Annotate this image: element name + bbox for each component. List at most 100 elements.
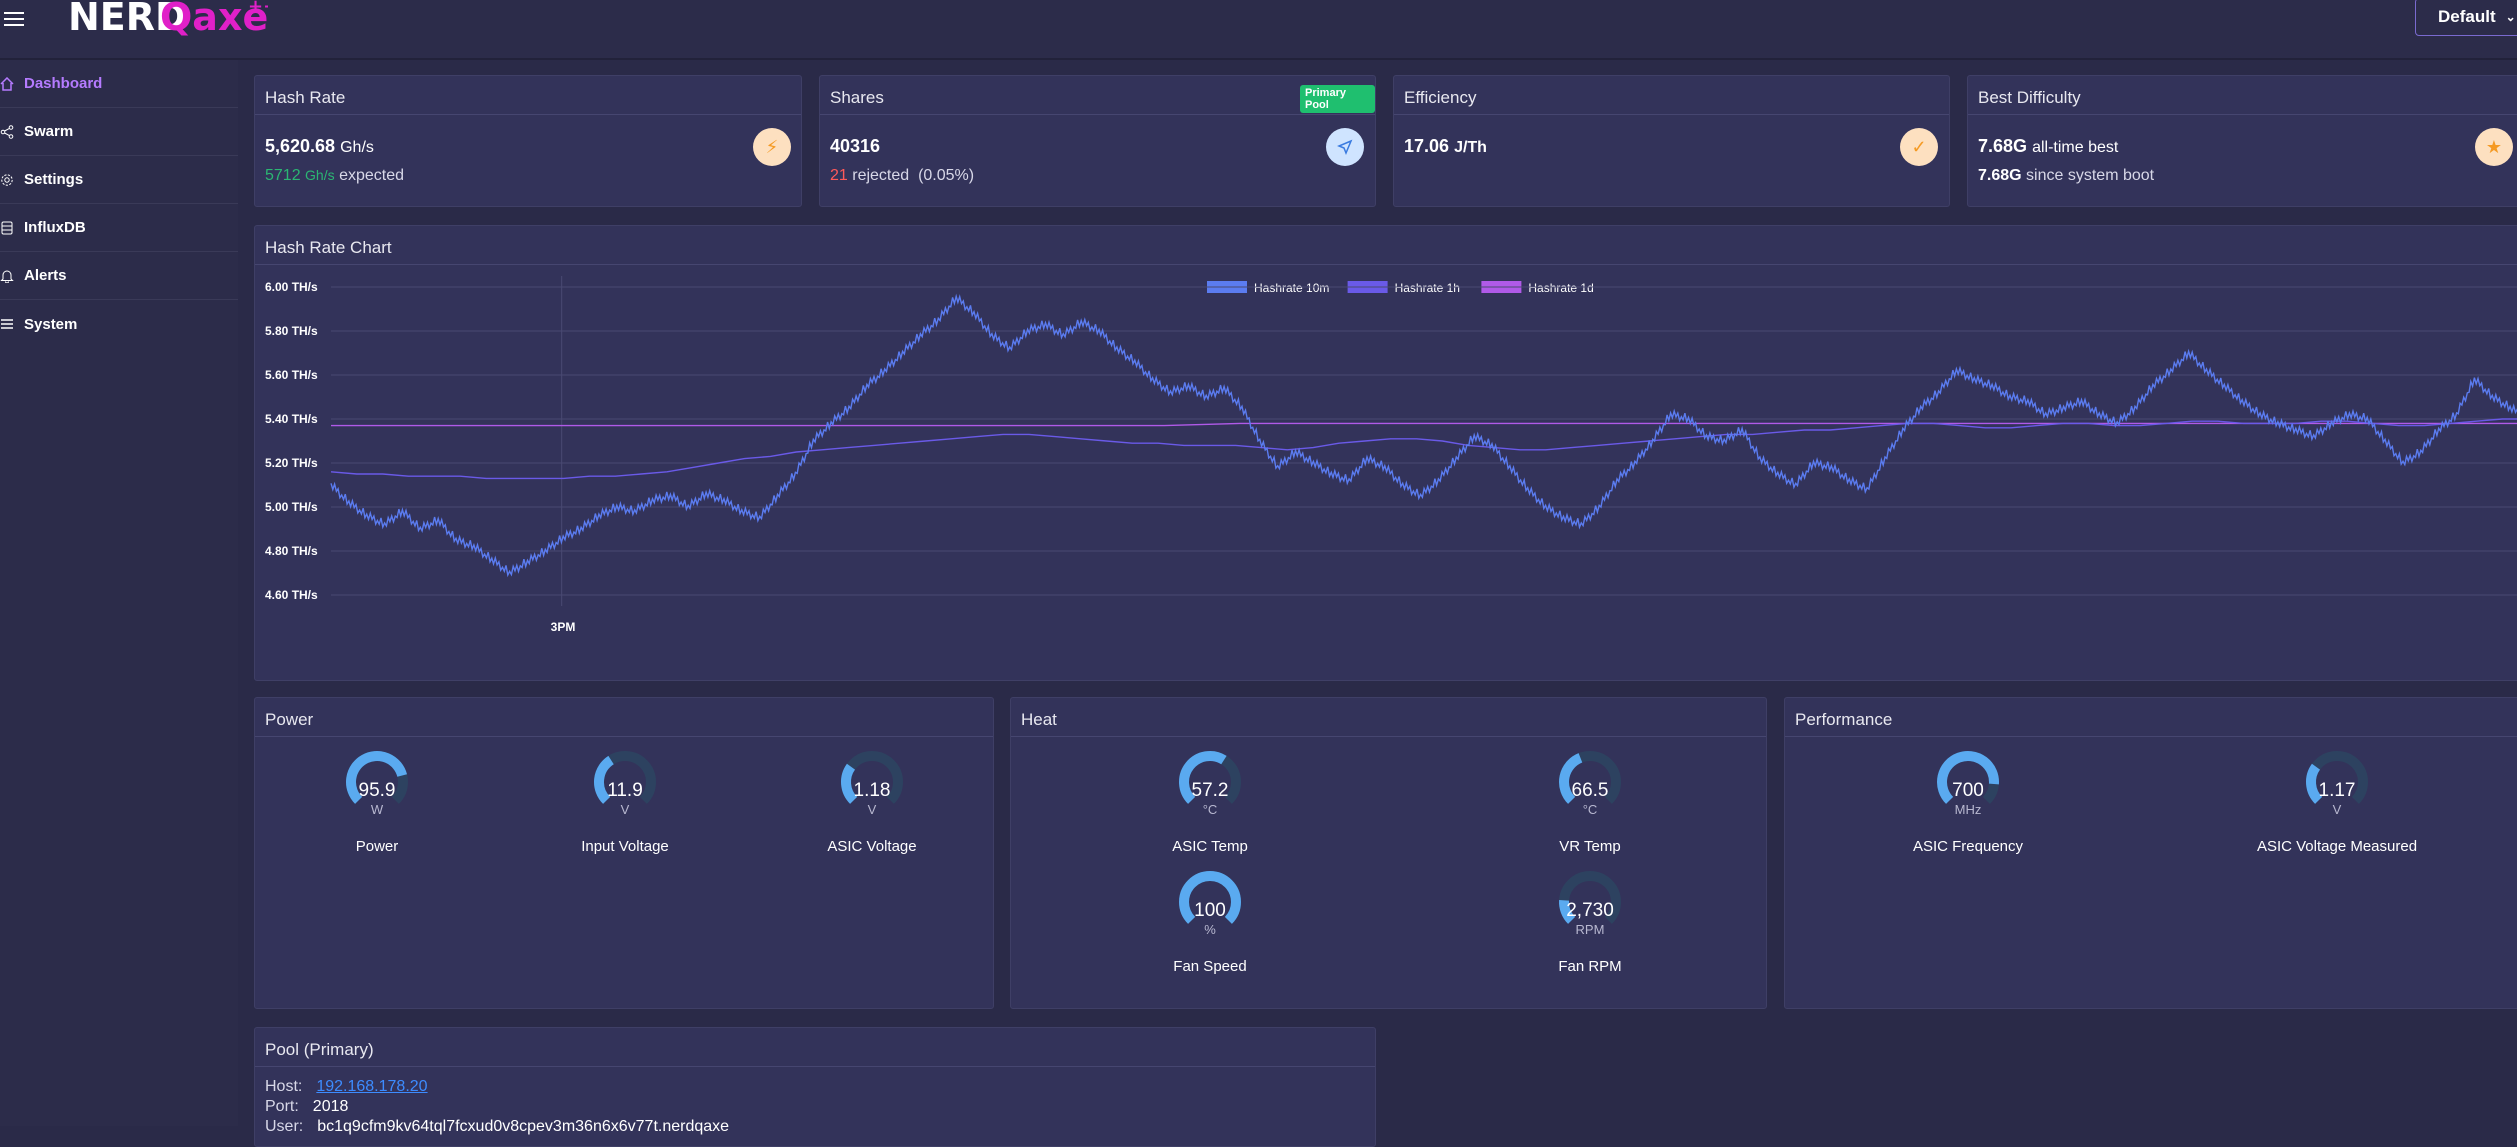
- home-icon: [0, 76, 14, 91]
- best-difficulty-card: Best Difficulty 7.68G all-time best 7.68…: [1967, 75, 2517, 207]
- gauge-value: 11.9: [607, 780, 643, 801]
- gauge-value: 1.17: [2318, 780, 2356, 801]
- efficiency-card: Efficiency 17.06 J/Th ✓: [1393, 75, 1950, 207]
- sidebar-item-label: Dashboard: [24, 75, 103, 92]
- gauge-label: ASIC Voltage Measured: [2256, 838, 2418, 855]
- legend-label[interactable]: Hashrate 1h: [1395, 281, 1460, 295]
- y-tick-label: 4.80 TH/s: [265, 544, 318, 558]
- pool-port-label: Port:: [265, 1098, 299, 1115]
- performance-title: Performance: [1795, 710, 1893, 729]
- hashrate-chart-card: Hash Rate Chart Hashrate 10m Hashrate 1h H…: [254, 225, 2517, 681]
- best-difficulty-alltime: 7.68G all-time best: [1978, 136, 2118, 157]
- gauge-arc: [841, 751, 903, 804]
- card-divider: [255, 264, 2517, 265]
- shares-rejected: 21 rejected (0.05%): [830, 167, 974, 185]
- star-icon: ★: [2475, 128, 2513, 166]
- best-difficulty-boot: 7.68G since system boot: [1978, 167, 2154, 185]
- hashrate-unit: Gh/s: [340, 139, 374, 156]
- gauge-label: Power: [355, 838, 399, 855]
- hamburger-menu-icon[interactable]: [4, 10, 26, 28]
- x-tick-label: 3PM: [551, 620, 576, 634]
- series-line-hashrate-1h[interactable]: [330, 418, 2517, 480]
- power-title: Power: [265, 710, 314, 729]
- vr-temp-gauge: 66.5 °C VR Temp: [1525, 750, 1655, 868]
- hashrate-chart[interactable]: Hashrate 10m Hashrate 1h Hashrate 1d 6.00 T…: [255, 266, 2517, 680]
- gauge-label: Fan Speed: [1173, 958, 1247, 975]
- asic-frequency-gauge: 700 MHz ASIC Frequency: [1903, 750, 2033, 868]
- alltime-label: all-time best: [2032, 139, 2119, 156]
- gauge-label: ASIC Voltage: [827, 838, 917, 855]
- gauge-fill: [594, 755, 615, 804]
- gauge-value: 66.5: [1571, 780, 1609, 801]
- pool-host-link[interactable]: 192.168.178.20: [316, 1078, 428, 1095]
- sidebar-item-settings[interactable]: Settings: [0, 156, 238, 204]
- chart-title: Hash Rate Chart: [265, 238, 392, 257]
- card-divider: [255, 1066, 1375, 1067]
- database-icon: [1, 221, 13, 234]
- series-line-hashrate-10m[interactable]: [330, 293, 2517, 578]
- card-divider: [820, 114, 1375, 115]
- gauge-arc: [594, 751, 656, 804]
- gauge-fill: [2306, 763, 2323, 804]
- gauge-arc: [1559, 871, 1621, 924]
- gauge-fill: [1179, 751, 1227, 804]
- fan-speed-gauge: 100% Fan Speed: [1145, 870, 1275, 988]
- sidebar-item-label: System: [24, 315, 78, 333]
- gauge-value: 700: [1952, 780, 1984, 801]
- y-tick-label: 6.00 TH/s: [265, 280, 318, 294]
- gauge-fill: [346, 751, 408, 804]
- asic-temp-gauge: 57.2 °C ASIC Temp: [1145, 750, 1275, 868]
- power-card: Power 95.9 W Power 11.9 V Input Voltage 1.18…: [254, 697, 994, 1009]
- gauge-value: 95.9: [358, 780, 396, 801]
- shares-card: Shares Primary Pool 40316 21 rejected (0…: [819, 75, 1376, 207]
- pool-port-row: Port: 2018: [265, 1098, 348, 1116]
- sidebar-item-dashboard[interactable]: Dashboard: [0, 60, 238, 108]
- profile-select-label: Default: [2438, 7, 2496, 26]
- gauge-arc: [1179, 751, 1241, 804]
- power-gauge: 95.9 W Power: [312, 750, 442, 868]
- gauge-arc: [2306, 751, 2368, 804]
- pool-card: Pool (Primary) Host: 192.168.178.20 Port:…: [254, 1027, 1376, 1147]
- rejected-label: rejected: [852, 167, 910, 184]
- alltime-value: 7.68G: [1978, 136, 2028, 156]
- fan-rpm-gauge: 2,730 RPM Fan RPM: [1525, 870, 1655, 988]
- gauge-unit: RPM: [1575, 922, 1605, 937]
- hashrate-number: 5,620.68: [265, 136, 336, 156]
- gauge-unit: °C: [1202, 802, 1218, 817]
- profile-select[interactable]: Default ⌄: [2415, 0, 2517, 36]
- bell-icon: [0, 270, 14, 283]
- sidebar-item-swarm[interactable]: Swarm: [0, 108, 238, 156]
- legend-label[interactable]: Hashrate 10m: [1254, 281, 1329, 295]
- hashrate-expected: 5712 Gh/s expected: [265, 167, 404, 185]
- gauge-value: 57.2: [1191, 780, 1229, 801]
- rejected-number: 21: [830, 167, 848, 184]
- pool-user-value: bc1q9cfm9kv64tql7fcxud0v8cpev3m36n6x6v77…: [317, 1118, 730, 1135]
- gauge-label: VR Temp: [1559, 838, 1621, 855]
- gauge-unit: °C: [1582, 802, 1598, 817]
- gauge-value: 100: [1194, 900, 1226, 921]
- card-divider: [1011, 736, 1766, 737]
- heat-card: Heat 57.2 °C ASIC Temp 66.5 °C VR Temp 100% F…: [1010, 697, 1767, 1009]
- gauge-unit: %: [1204, 922, 1216, 937]
- gauge-label: Fan RPM: [1558, 958, 1622, 975]
- gauge-value: 2,730: [1566, 900, 1614, 921]
- efficiency-number: 17.06: [1404, 136, 1450, 156]
- logo-text-nerd: NERD: [68, 0, 187, 39]
- sidebar-item-influxdb[interactable]: InfluxDB: [0, 204, 238, 252]
- sidebar-item-label: Settings: [24, 171, 84, 188]
- gauge-unit: V: [620, 802, 630, 817]
- share-icon: [0, 124, 14, 139]
- gauge-fill: [841, 763, 858, 804]
- card-divider: [1968, 114, 2517, 115]
- asic-voltage-measured-gauge: 1.17 V ASIC Voltage Measured: [2257, 750, 2417, 868]
- legend-label[interactable]: Hashrate 1d: [1528, 281, 1593, 295]
- gauge-fill: [1937, 751, 1999, 804]
- nerdqaxe-logo[interactable]: NERD Qaxe ++: [68, 0, 268, 44]
- sidebar-item-system[interactable]: System: [0, 300, 238, 348]
- pool-host-row: Host: 192.168.178.20: [265, 1078, 428, 1096]
- top-bar: NERD Qaxe ++ Default ⌄: [0, 0, 2517, 60]
- heat-title: Heat: [1021, 710, 1057, 729]
- y-tick-label: 5.20 TH/s: [265, 456, 318, 470]
- series-line-hashrate-1d[interactable]: [331, 422, 2517, 427]
- sidebar-item-alerts[interactable]: Alerts: [0, 252, 238, 300]
